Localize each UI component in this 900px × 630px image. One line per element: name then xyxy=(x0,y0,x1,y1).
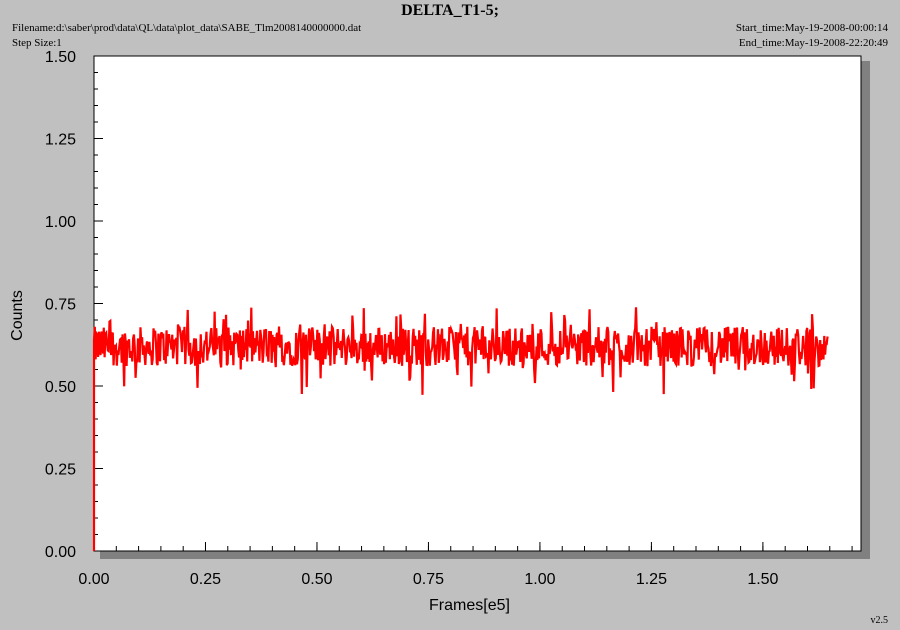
x-tick-label: 0.75 xyxy=(413,571,444,588)
y-axis-label: Counts xyxy=(9,290,26,341)
x-tick-label: 0.00 xyxy=(78,571,109,588)
chart-title: DELTA_T1-5; xyxy=(401,2,499,19)
y-tick-label: 1.00 xyxy=(45,214,76,231)
version-label: v2.5 xyxy=(870,615,889,626)
end-time-label: End_time:May-19-2008-22:20:49 xyxy=(738,37,888,49)
plot-area xyxy=(93,55,862,552)
x-tick-label: 0.50 xyxy=(301,571,332,588)
x-axis-label: Frames[e5] xyxy=(429,597,510,614)
x-tick-label: 1.50 xyxy=(747,571,778,588)
filename-label: Filename:d:\saber\prod\data\QL\data\plot… xyxy=(12,22,362,34)
y-tick-label: 0.75 xyxy=(45,297,76,314)
x-tick-label: 0.25 xyxy=(190,571,221,588)
x-tick-label: 1.00 xyxy=(524,571,555,588)
x-tick-label: 1.25 xyxy=(636,571,667,588)
data-series-line xyxy=(92,307,829,551)
y-tick-label: 1.50 xyxy=(45,49,76,66)
y-tick-label: 0.50 xyxy=(45,379,76,396)
y-tick-label: 0.00 xyxy=(45,544,76,561)
step-size-label: Step Size:1 xyxy=(12,37,62,49)
start-time-label: Start_time:May-19-2008-00:00:14 xyxy=(735,22,888,34)
y-tick-label: 1.25 xyxy=(45,132,76,149)
y-tick-label: 0.25 xyxy=(45,462,76,479)
